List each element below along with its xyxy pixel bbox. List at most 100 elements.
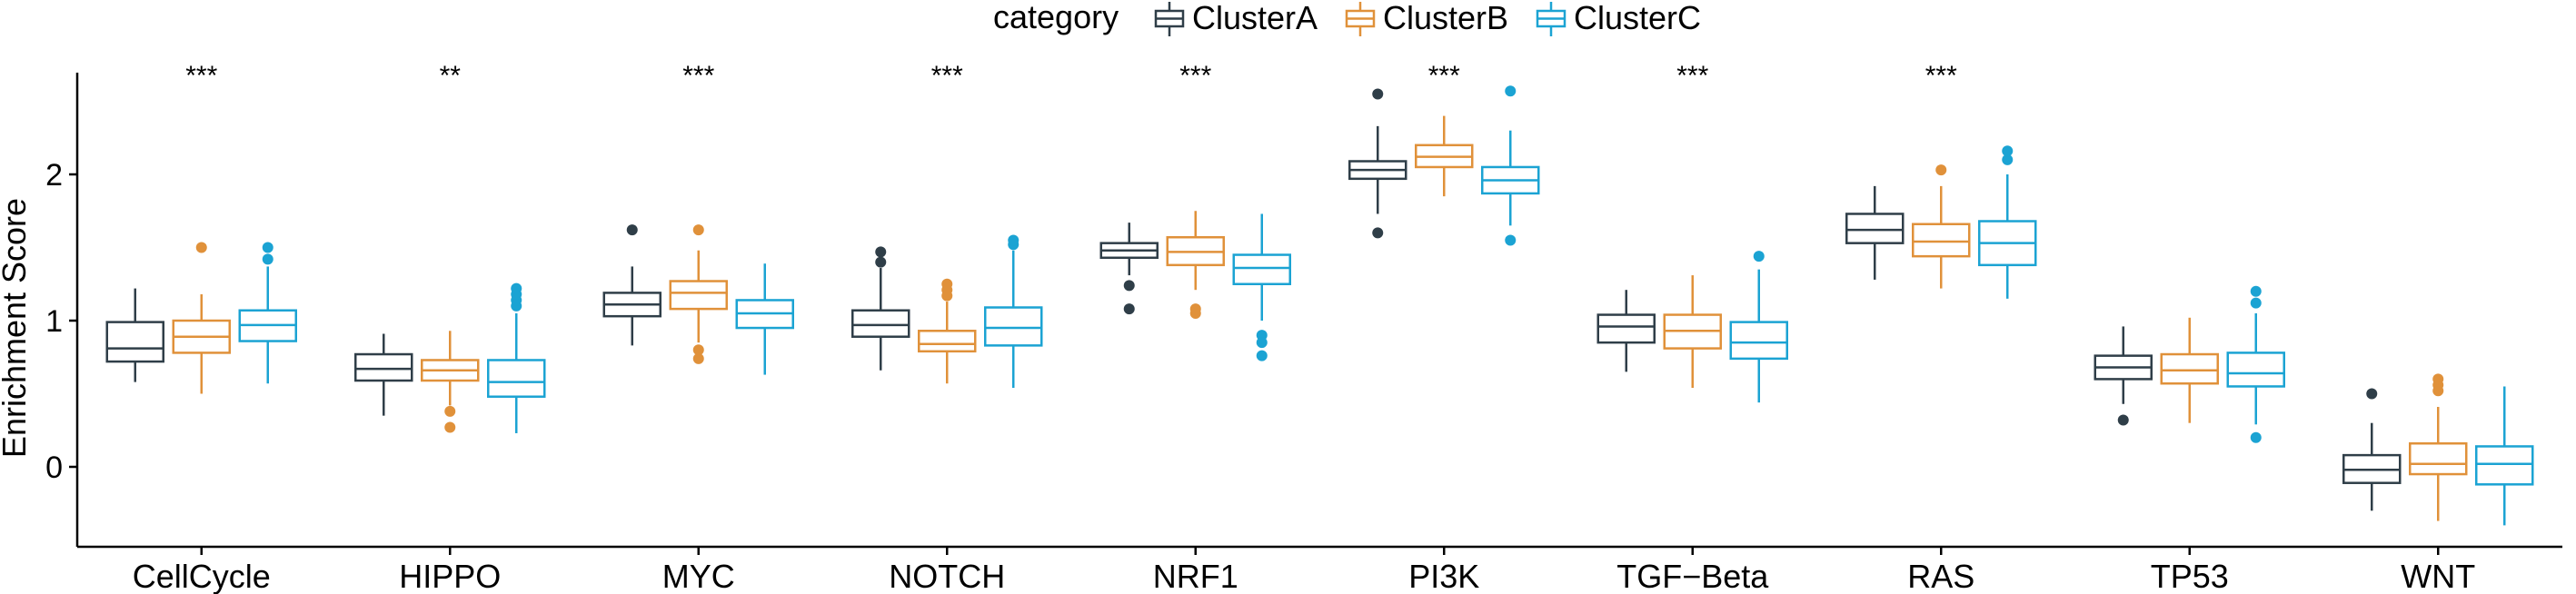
outlier-point — [1372, 88, 1384, 100]
outlier-point — [262, 253, 274, 265]
x-tick-label: TP53 — [2151, 558, 2229, 594]
y-axis-title: Enrichment Score — [0, 198, 33, 458]
legend: category ClusterA ClusterB ClusterC — [993, 0, 1701, 36]
box-body — [918, 330, 977, 353]
outlier-point — [2117, 414, 2129, 426]
x-tick-label: CellCycle — [133, 558, 271, 594]
box-clustera-cellcycle — [105, 288, 164, 382]
outlier-point — [444, 421, 456, 433]
box-clustera-tgf-beta — [1596, 290, 1656, 372]
box-clusterc-pi3k — [1481, 85, 1540, 246]
box-clusterc-tgf-beta — [1729, 251, 1788, 403]
box-clusterc-cellcycle — [238, 242, 297, 384]
outlier-point — [1935, 164, 1947, 176]
box-clusterb-wnt — [2409, 373, 2468, 521]
box-clusterc-hippo — [487, 282, 546, 433]
legend-item-clusterc: ClusterC — [1536, 0, 1701, 36]
outlier-point — [511, 282, 522, 294]
outlier-point — [2250, 285, 2262, 297]
box-clustera-notch — [851, 246, 910, 371]
box-clustera-hippo — [354, 333, 413, 416]
box-body — [354, 352, 413, 382]
box-clustera-myc — [602, 224, 661, 346]
box-clusterb-ras — [1912, 164, 1971, 289]
outlier-point — [1123, 303, 1135, 315]
outlier-point — [2366, 388, 2378, 400]
significance-label: *** — [1428, 61, 1460, 91]
outlier-point — [1505, 85, 1517, 97]
plot-area: *** ** *** *** *** *** *** *** — [105, 61, 2534, 526]
box-body — [1232, 253, 1291, 285]
significance-label: *** — [1179, 61, 1211, 91]
y-tick-label: 1 — [45, 304, 63, 339]
outlier-point — [941, 278, 953, 290]
box-clusterb-nrf1 — [1166, 211, 1225, 319]
outlier-point — [2250, 431, 2262, 443]
box-clusterb-pi3k — [1415, 115, 1474, 197]
x-tick-label: WNT — [2401, 558, 2475, 594]
box-clustera-nrf1 — [1099, 223, 1159, 315]
box-body — [984, 306, 1043, 347]
box-body — [105, 321, 164, 363]
box-clusterb-notch — [918, 278, 977, 384]
outlier-point — [2002, 145, 2014, 157]
significance-label: *** — [931, 61, 963, 91]
box-clusterc-wnt — [2475, 386, 2534, 526]
box-body — [1912, 223, 1971, 258]
legend-item-clustera: ClusterA — [1154, 0, 1318, 36]
outlier-point — [262, 242, 274, 253]
legend-item-clusterb: ClusterB — [1345, 0, 1508, 36]
axes: 0 1 2 Enrichment Score CellCycle HIPPO MYC NOTC… — [0, 73, 2562, 594]
box-clustera-ras — [1845, 185, 1905, 280]
box-clusterc-nrf1 — [1232, 213, 1291, 361]
outlier-point — [1505, 234, 1517, 246]
legend-title: category — [993, 0, 1119, 35]
outlier-point — [1256, 337, 1268, 349]
x-tick-label: NRF1 — [1153, 558, 1238, 594]
significance-label: *** — [682, 61, 714, 91]
box-body — [2160, 352, 2219, 385]
box-clusterb-cellcycle — [172, 242, 231, 394]
x-tick-label: NOTCH — [889, 558, 1005, 594]
box-clusterb-tp53 — [2160, 317, 2219, 423]
outlier-point — [875, 246, 887, 258]
box-clustera-pi3k — [1348, 88, 1407, 239]
box-clusterb-hippo — [421, 331, 480, 433]
significance-label: *** — [1925, 61, 1957, 91]
significance-label: ** — [440, 61, 462, 91]
outlier-point — [692, 224, 704, 236]
box-clusterb-myc — [669, 224, 728, 364]
outlier-point — [2002, 153, 2014, 165]
outlier-point — [692, 352, 704, 364]
y-tick-label: 2 — [45, 158, 63, 193]
significance-label: *** — [1676, 61, 1708, 91]
box-body — [1729, 321, 1788, 361]
box-clusterc-myc — [735, 263, 794, 375]
box-clusterc-tp53 — [2226, 285, 2285, 443]
box-body — [2226, 351, 2285, 388]
legend-label: ClusterC — [1574, 0, 1701, 36]
box-clustera-tp53 — [2094, 326, 2153, 426]
outlier-point — [626, 224, 638, 236]
outlier-point — [1372, 227, 1384, 239]
x-tick-label: HIPPO — [399, 558, 501, 594]
box-clusterc-notch — [984, 234, 1043, 389]
box-clusterc-ras — [1978, 145, 2037, 299]
outlier-point — [1008, 234, 1019, 246]
outlier-point — [692, 344, 704, 356]
outlier-point — [444, 405, 456, 417]
box-body — [2475, 445, 2534, 486]
outlier-point — [195, 242, 207, 253]
x-tick-label: MYC — [662, 558, 735, 594]
box-body — [851, 309, 910, 338]
outlier-point — [875, 256, 887, 268]
outlier-point — [1123, 280, 1135, 292]
x-tick-label: RAS — [1907, 558, 1974, 594]
box-body — [487, 359, 546, 398]
box-body — [1596, 313, 1656, 344]
legend-label: ClusterA — [1192, 0, 1318, 36]
significance-label: *** — [185, 61, 217, 91]
legend-label: ClusterB — [1383, 0, 1508, 36]
box-clusterb-tgf-beta — [1663, 275, 1722, 389]
